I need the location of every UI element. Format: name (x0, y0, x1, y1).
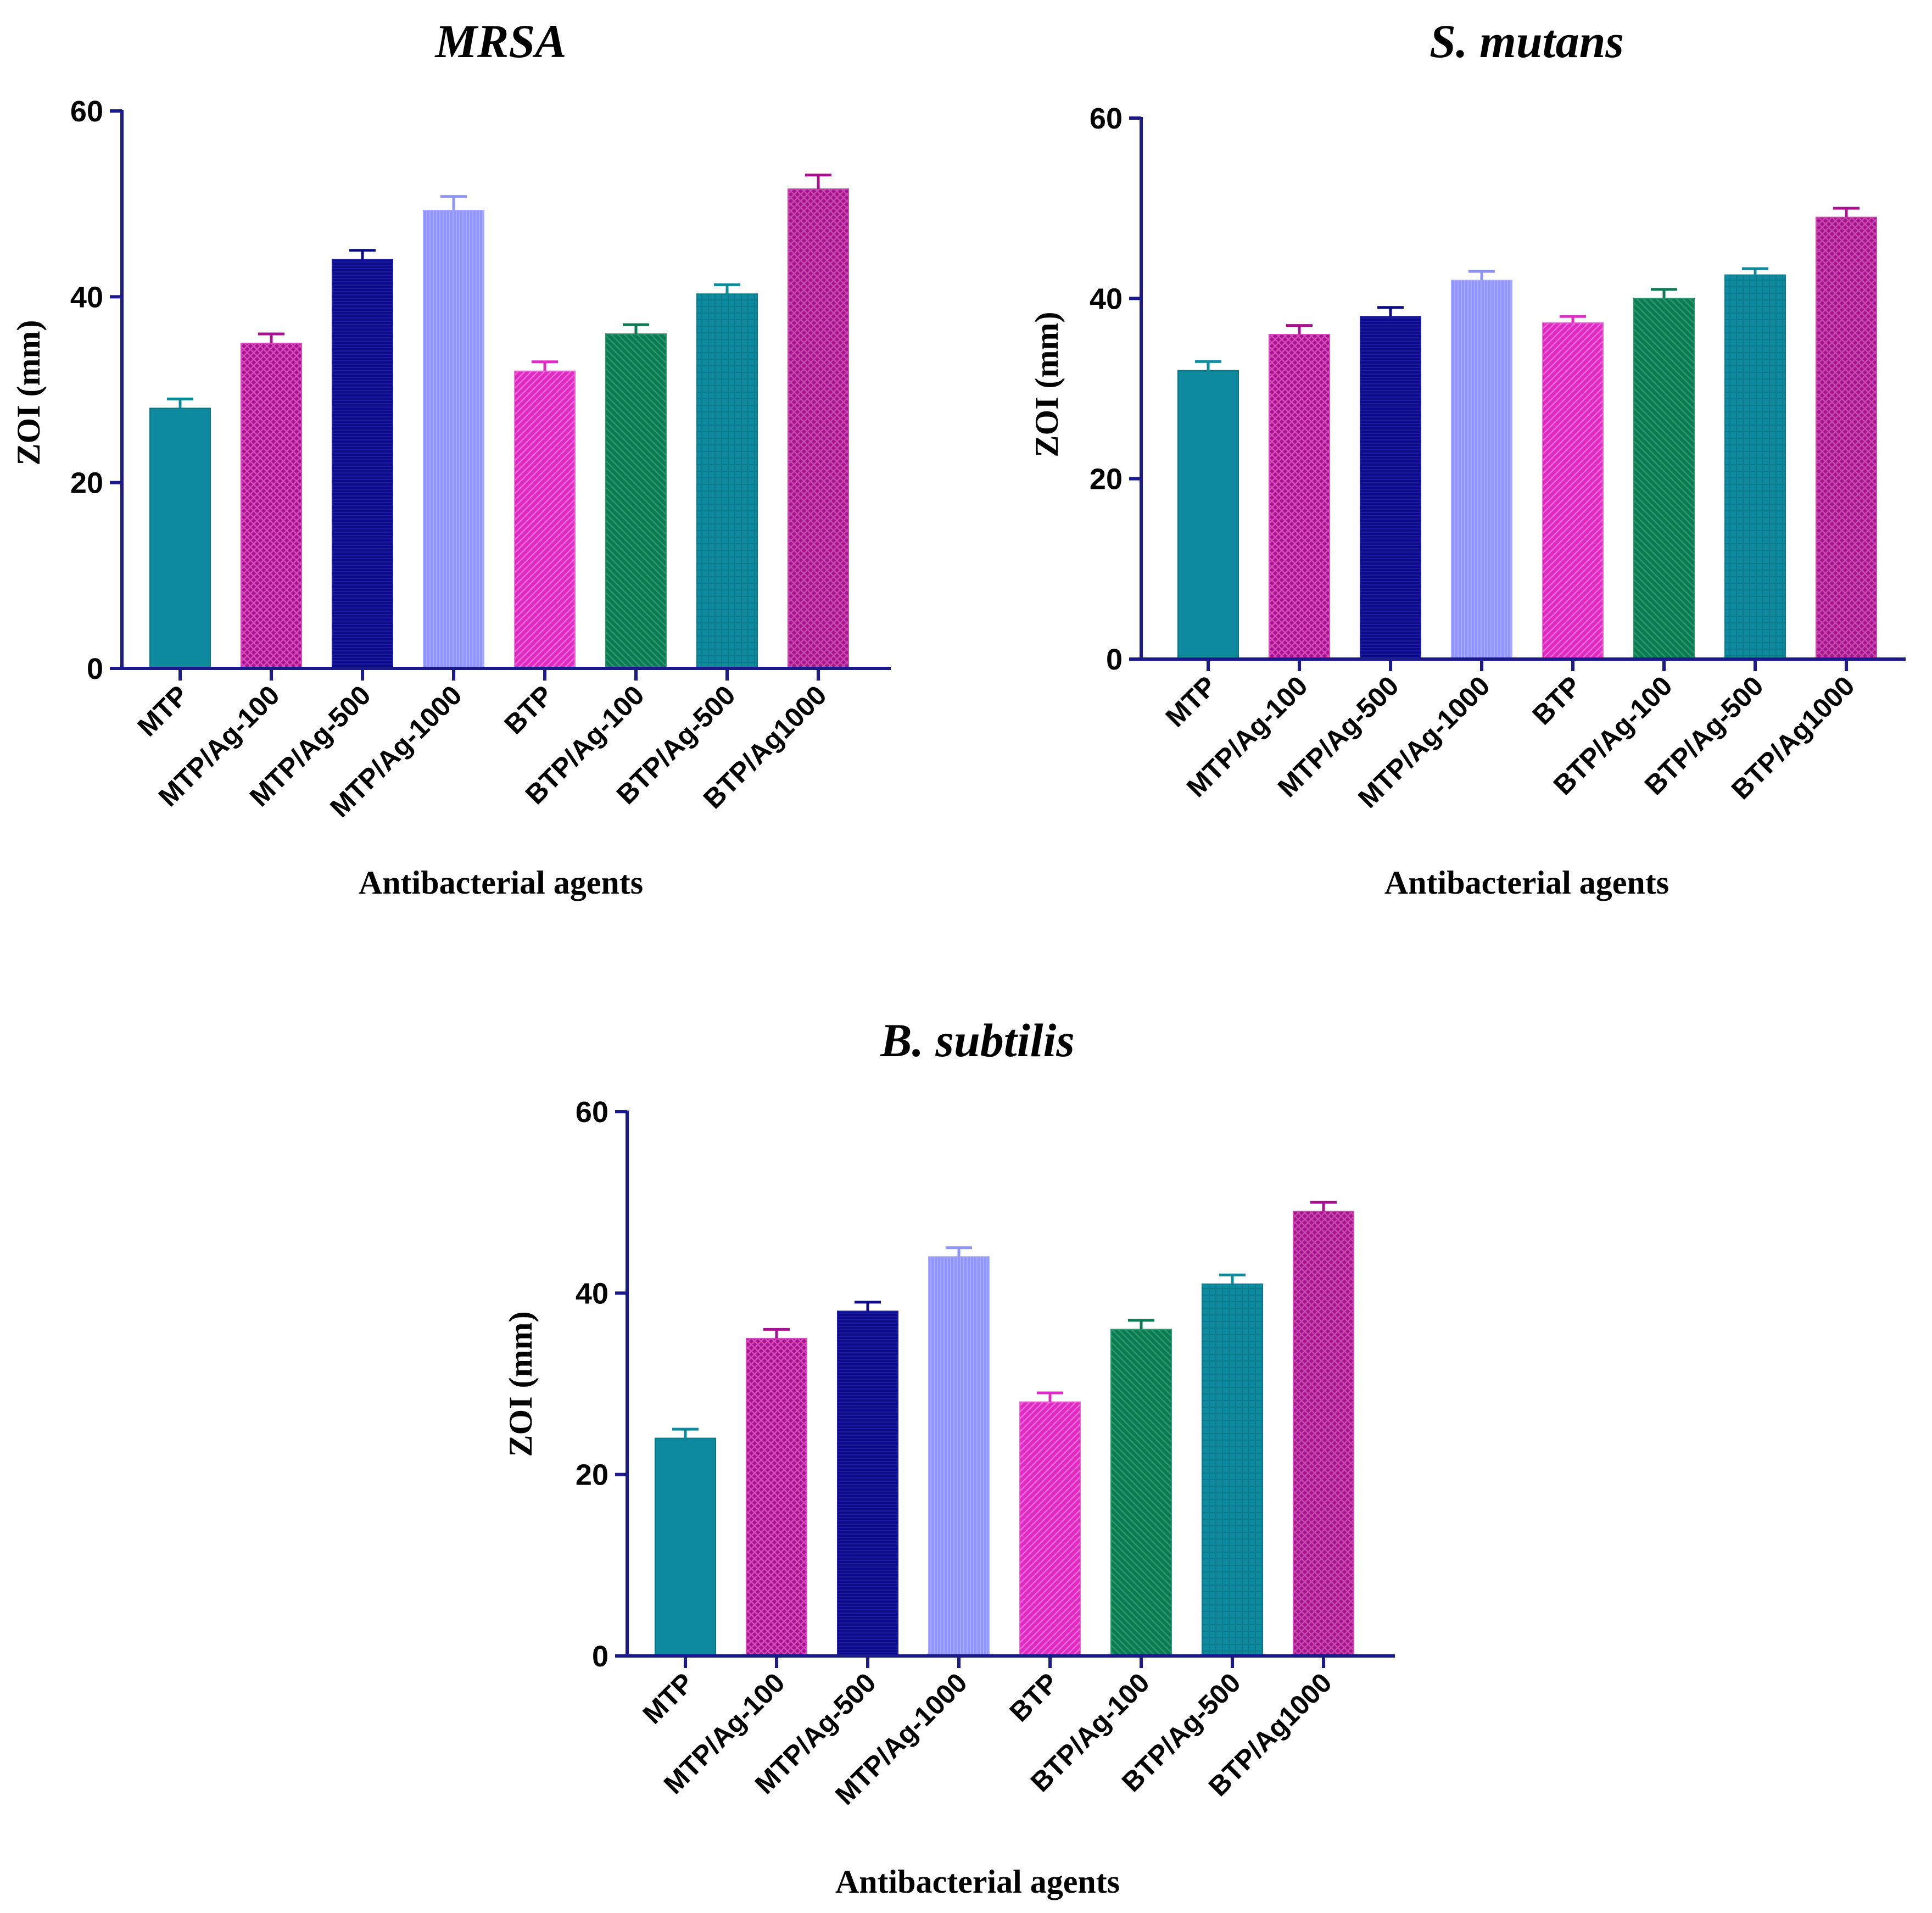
bar (788, 188, 849, 670)
x-axis-label: Antibacterial agents (1384, 865, 1669, 901)
chart-title: MRSA (434, 15, 566, 68)
plot-area: 0204060MTPMTP/Ag-100MTP/Ag-500MTP/Ag-100… (1090, 102, 1906, 814)
bar (514, 370, 576, 669)
bar (241, 342, 302, 669)
error-bar (1219, 1273, 1246, 1284)
error-bar (763, 1328, 790, 1338)
error-bar (1560, 315, 1586, 323)
error-bar (1742, 267, 1768, 275)
bar (1177, 370, 1239, 660)
bar (423, 210, 484, 669)
error-bar (1037, 1391, 1063, 1402)
bar (1202, 1283, 1263, 1657)
y-tick-label: 20 (1090, 463, 1123, 496)
bar (1019, 1401, 1081, 1657)
chart-title: S. mutans (1430, 15, 1624, 68)
y-tick-label: 0 (1106, 643, 1123, 676)
category-label: MTP (637, 1667, 700, 1730)
y-tick-label: 40 (576, 1277, 608, 1310)
bar (605, 333, 667, 669)
error-bar (946, 1246, 972, 1257)
chart-b-subtilis: B. subtilis ZOI (mm) Antibacterial agent… (502, 1014, 1395, 1900)
y-tick-label: 40 (70, 281, 103, 314)
error-bar (672, 1427, 699, 1438)
bar (696, 293, 758, 669)
error-bar (1468, 270, 1495, 281)
bar (655, 1437, 716, 1657)
y-tick-label: 40 (1090, 282, 1123, 315)
category-label: BTP (1003, 1667, 1064, 1727)
error-bar (532, 360, 558, 371)
y-axis-label: ZOI (mm) (10, 320, 47, 466)
bar (746, 1337, 807, 1657)
error-bar (623, 323, 649, 334)
y-tick-label: 0 (87, 652, 103, 685)
bar (1724, 274, 1786, 660)
category-label: BTP (498, 679, 559, 740)
error-bar (258, 332, 284, 343)
chart-title: B. subtilis (880, 1014, 1075, 1067)
bar (837, 1310, 898, 1657)
error-bar (1377, 306, 1404, 317)
bar (1110, 1329, 1172, 1657)
y-tick-label: 60 (1090, 102, 1123, 135)
bar (1360, 316, 1421, 660)
y-tick-label: 20 (70, 467, 103, 500)
category-label: MTP (132, 679, 194, 742)
error-bar (1310, 1201, 1337, 1212)
y-axis-label: ZOI (mm) (1029, 312, 1065, 458)
plot-area: 0204060MTPMTP/Ag-100MTP/Ag-500MTP/Ag-100… (70, 95, 891, 823)
bar (1451, 280, 1512, 660)
x-axis-label: Antibacterial agents (835, 1864, 1120, 1900)
bar (332, 259, 393, 669)
error-bar (440, 195, 467, 211)
y-tick-label: 60 (70, 95, 103, 128)
error-bar (1651, 288, 1677, 299)
error-bar (855, 1301, 881, 1312)
error-bar (1833, 207, 1860, 217)
y-axis-label: ZOI (mm) (502, 1312, 539, 1457)
category-label: MTP (1160, 670, 1222, 733)
error-bar (1286, 324, 1313, 334)
bar (1816, 216, 1877, 660)
bar (1542, 322, 1604, 660)
x-axis-label: Antibacterial agents (359, 865, 643, 901)
chart-mrsa: MRSA ZOI (mm) Antibacterial agents 0 20 40… (10, 15, 891, 901)
error-bar (167, 397, 193, 409)
bar (1633, 298, 1695, 660)
error-bar (1128, 1319, 1154, 1330)
bar (928, 1256, 990, 1657)
error-bar (1195, 360, 1221, 371)
y-tick-label: 20 (576, 1459, 608, 1492)
error-bar (349, 249, 376, 260)
bar (1293, 1211, 1354, 1657)
error-bar (714, 283, 740, 294)
y-tick-label: 60 (576, 1096, 608, 1129)
bar (1269, 334, 1330, 660)
chart-s-mutans: S. mutans ZOI (mm) Antibacterial agents … (1029, 15, 1906, 901)
y-tick-label: 0 (592, 1640, 608, 1673)
category-label: BTP (1526, 670, 1587, 730)
bar (149, 408, 211, 669)
error-bar (805, 174, 831, 189)
plot-area: 0204060MTPMTP/Ag-100MTP/Ag-500MTP/Ag-100… (576, 1096, 1395, 1811)
